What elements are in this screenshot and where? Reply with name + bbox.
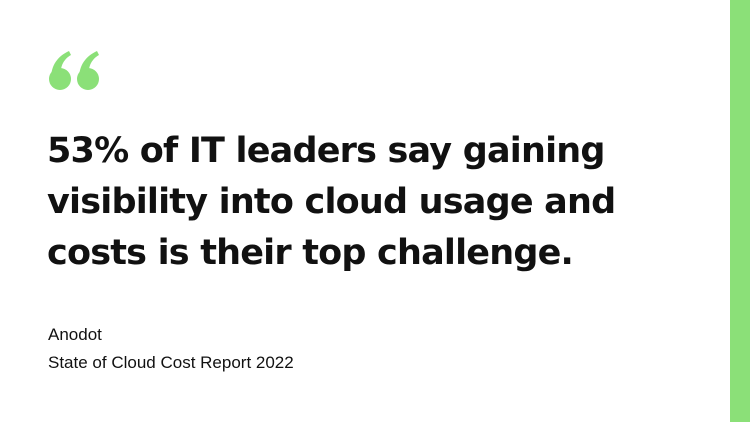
quote-line-2: visibility into cloud usage and [47,182,616,222]
quote-line-3: costs is their top challenge. [47,233,574,273]
accent-bar [730,0,750,422]
quote-text: 53% of IT leaders say gaining visibility… [47,126,667,279]
attribution-author: Anodot [48,325,102,344]
quote-glyph-left [49,51,71,90]
quote-line-1: 53% of IT leaders say gaining [47,131,605,171]
attribution: Anodot State of Cloud Cost Report 2022 [48,321,294,377]
quote-open-icon [49,51,99,90]
attribution-source: State of Cloud Cost Report 2022 [48,353,294,372]
quote-glyph-right [77,51,99,90]
